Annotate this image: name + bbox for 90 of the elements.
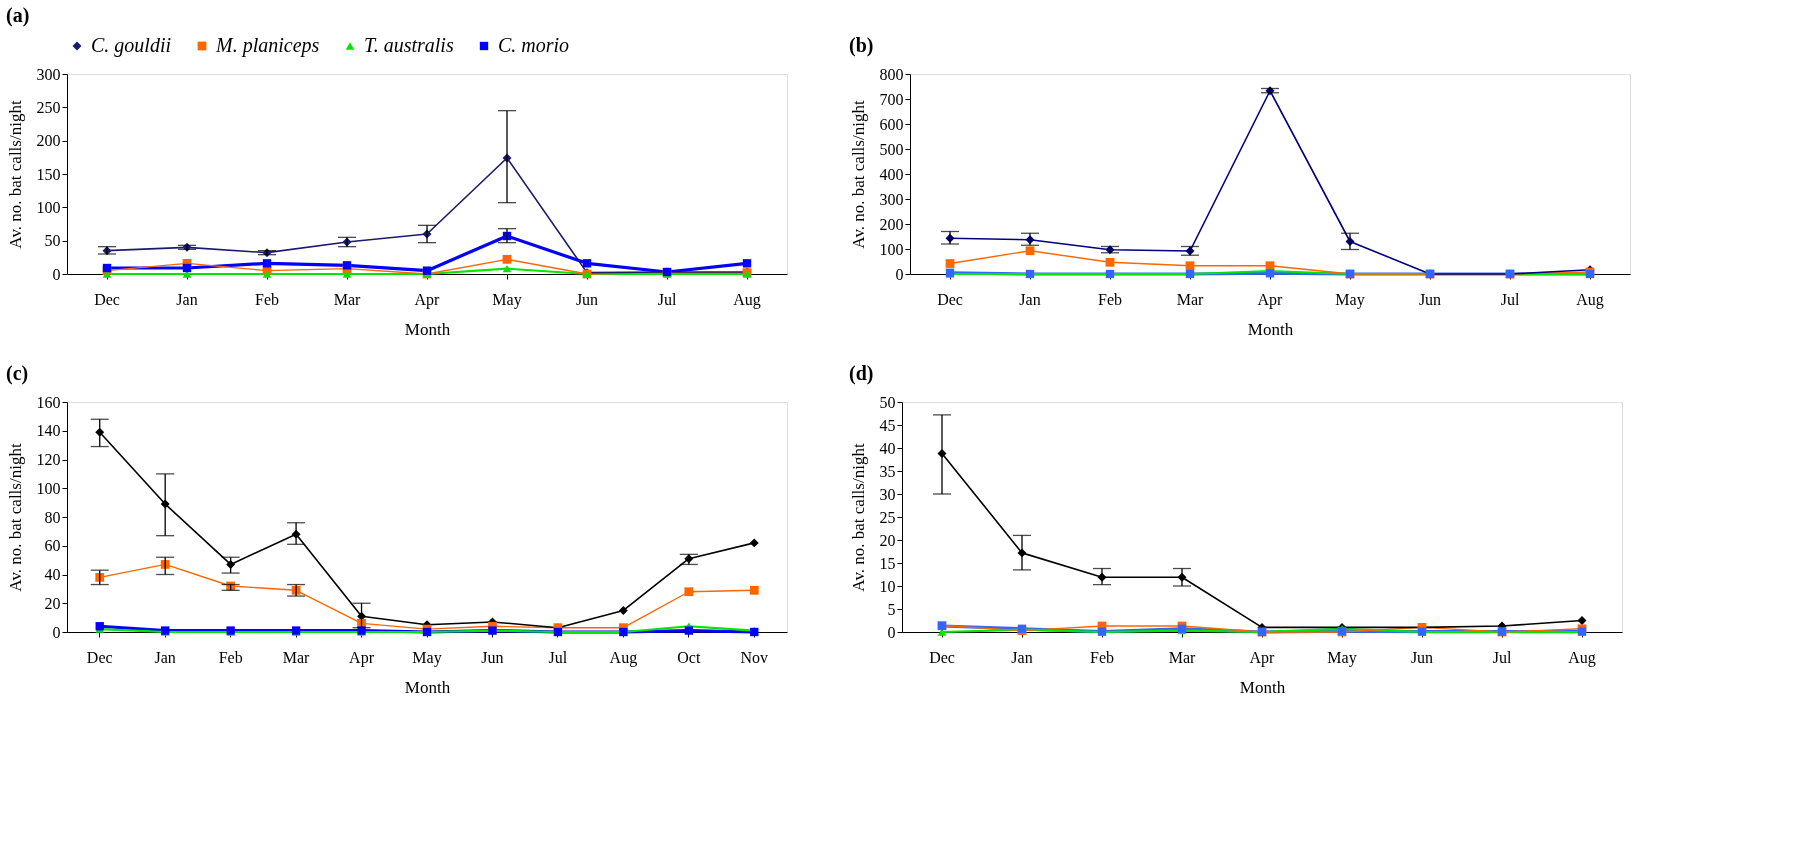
legend-label: T. australis xyxy=(364,34,454,56)
legend-label: C. gouldii xyxy=(91,34,172,57)
y-tick-label: 30 xyxy=(879,485,896,503)
chart-title: (a) xyxy=(6,4,30,27)
x-tick-label: Jun xyxy=(481,648,504,666)
y-tick-label: 0 xyxy=(895,265,904,283)
x-tick-label: Jun xyxy=(1410,648,1434,666)
x-tick-label: Jul xyxy=(657,290,677,308)
x-tick-label: Oct xyxy=(677,648,701,666)
y-axis-title: Av. no. bat calls/night xyxy=(5,443,25,592)
x-tick-label: Jan xyxy=(176,290,198,308)
y-tick-label: 140 xyxy=(36,422,61,440)
y-tick-label: 200 xyxy=(879,215,904,233)
y-tick-label: 35 xyxy=(879,462,896,480)
x-tick-label: Jun xyxy=(575,290,599,308)
x-tick-label: May xyxy=(412,648,442,667)
x-tick-label: Feb xyxy=(1090,648,1114,666)
x-axis-title: Month xyxy=(404,319,451,339)
x-axis-title: Month xyxy=(1247,319,1294,339)
x-tick-label: Feb xyxy=(1098,290,1122,308)
chart-title: (c) xyxy=(6,362,29,385)
y-axis-title: Av. no. bat calls/night xyxy=(5,100,25,249)
y-tick-label: 100 xyxy=(36,198,61,216)
x-tick-label: Aug xyxy=(733,290,761,309)
legend-label: C. morio xyxy=(498,34,570,56)
x-axis-title: Month xyxy=(404,677,451,697)
x-tick-label: Dec xyxy=(937,290,963,308)
x-tick-label: May xyxy=(492,290,522,309)
x-tick-label: Aug xyxy=(609,648,638,667)
y-tick-label: 0 xyxy=(887,623,896,641)
y-tick-label: 50 xyxy=(44,232,61,250)
x-tick-label: Jul xyxy=(548,648,568,666)
y-tick-label: 20 xyxy=(44,594,61,612)
x-tick-label: Nov xyxy=(740,648,769,666)
x-tick-label: Jan xyxy=(154,648,176,666)
y-tick-label: 5 xyxy=(887,600,896,618)
x-tick-label: May xyxy=(1327,648,1357,667)
y-tick-label: 100 xyxy=(879,240,904,258)
x-tick-label: Jul xyxy=(1492,648,1512,666)
chart-title: (b) xyxy=(849,34,874,57)
y-tick-label: 300 xyxy=(36,65,61,83)
y-tick-label: 160 xyxy=(36,393,61,411)
y-tick-label: 500 xyxy=(879,140,904,158)
y-tick-label: 80 xyxy=(44,508,61,526)
y-tick-label: 120 xyxy=(36,451,61,468)
x-tick-label: Feb xyxy=(255,290,279,308)
y-tick-label: 300 xyxy=(879,190,904,208)
x-tick-label: Aug xyxy=(1576,290,1604,309)
y-tick-label: 60 xyxy=(44,537,61,555)
y-axis-title: Av. no. bat calls/night xyxy=(848,100,868,249)
legend-label: M. planiceps xyxy=(215,34,320,57)
y-tick-label: 40 xyxy=(44,566,61,583)
y-tick-label: 15 xyxy=(879,554,896,572)
x-tick-label: Mar xyxy=(282,648,311,666)
x-tick-label: Jul xyxy=(1500,290,1520,308)
y-tick-label: 700 xyxy=(879,90,904,108)
y-tick-label: 20 xyxy=(879,531,896,549)
x-tick-label: Mar xyxy=(1176,290,1204,308)
x-tick-label: Mar xyxy=(1168,648,1196,666)
y-tick-label: 25 xyxy=(879,508,896,526)
y-tick-label: 250 xyxy=(36,98,61,116)
chart-title: (d) xyxy=(849,362,874,385)
y-tick-label: 800 xyxy=(879,65,904,83)
x-tick-label: Apr xyxy=(1249,648,1276,667)
y-tick-label: 200 xyxy=(36,132,61,150)
y-tick-label: 600 xyxy=(879,115,904,133)
x-tick-label: Feb xyxy=(218,648,243,666)
x-axis-title: Month xyxy=(1239,677,1286,697)
x-tick-label: Dec xyxy=(86,648,113,666)
y-tick-label: 50 xyxy=(879,393,896,411)
y-tick-label: 100 xyxy=(36,479,61,497)
y-tick-label: 0 xyxy=(52,623,61,641)
y-tick-label: 45 xyxy=(879,416,896,434)
y-tick-label: 150 xyxy=(36,165,61,183)
x-tick-label: Apr xyxy=(1257,290,1284,309)
x-tick-label: Apr xyxy=(414,290,441,309)
x-tick-label: Aug xyxy=(1568,648,1596,667)
x-tick-label: Dec xyxy=(94,290,120,308)
x-tick-label: Jun xyxy=(1418,290,1442,308)
x-tick-label: Mar xyxy=(333,290,361,308)
y-tick-label: 10 xyxy=(879,577,896,595)
y-tick-label: 40 xyxy=(879,439,896,457)
x-tick-label: May xyxy=(1335,290,1365,309)
x-tick-label: Dec xyxy=(929,648,955,666)
x-tick-label: Jan xyxy=(1011,648,1033,666)
x-tick-label: Jan xyxy=(1019,290,1041,308)
y-tick-label: 400 xyxy=(879,165,904,183)
y-tick-label: 0 xyxy=(52,265,61,283)
x-tick-label: Apr xyxy=(349,648,375,667)
y-axis-title: Av. no. bat calls/night xyxy=(848,443,868,592)
